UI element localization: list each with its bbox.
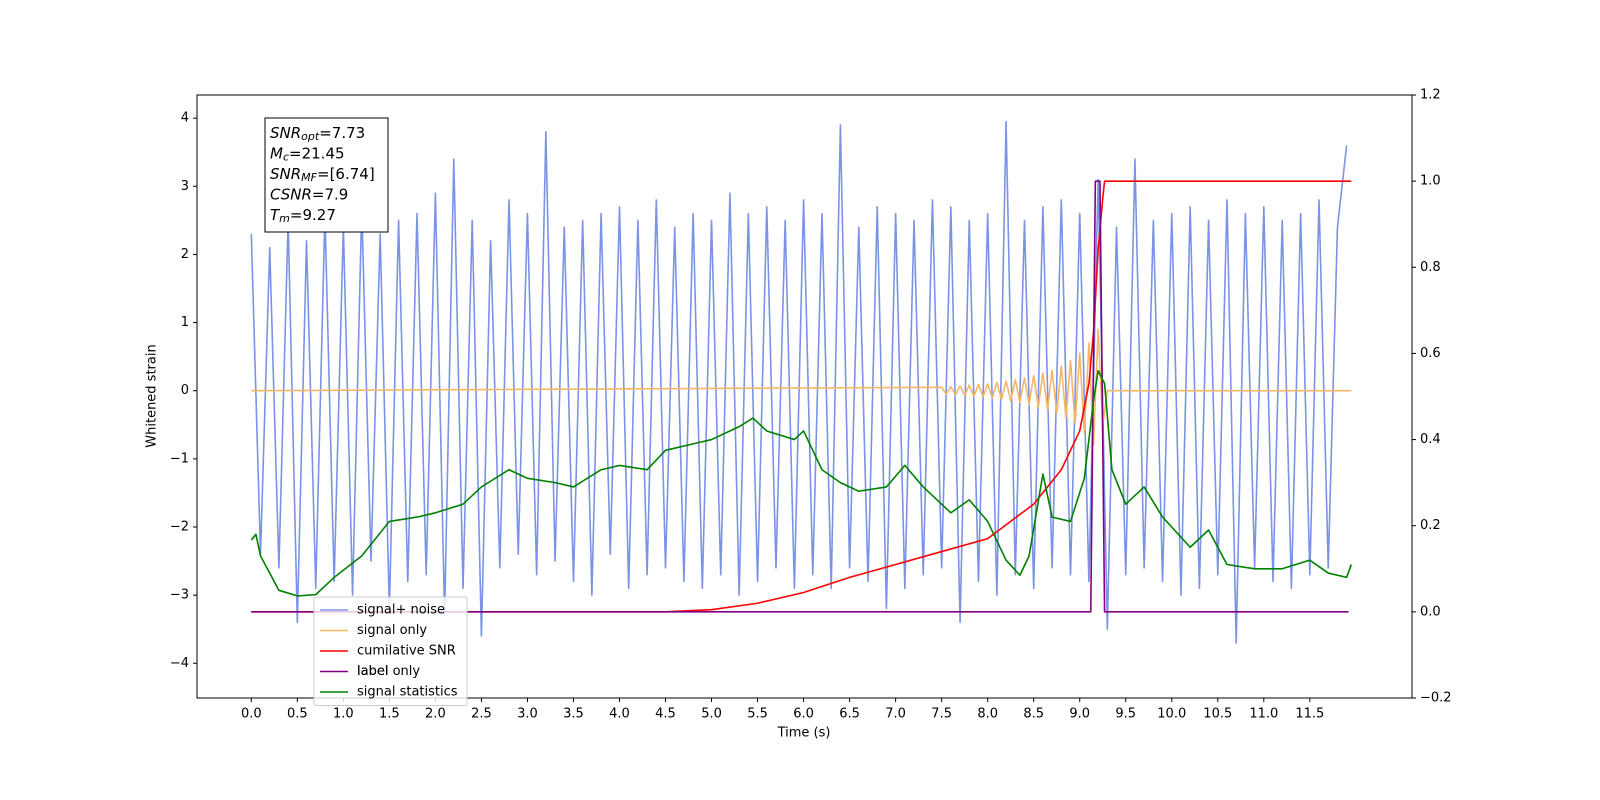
annotation-subscript: c [283,151,289,164]
series-line [251,180,1352,613]
x-tick-label: 4.5 [655,707,676,722]
x-tick-label: 6.0 [793,707,814,722]
annotation-value: =21.45 [289,144,345,162]
x-tick-label: 9.0 [1069,707,1090,722]
y-tick-label: −4 [170,656,189,671]
legend-label: signal only [357,623,427,638]
annotation-value: =7.73 [319,124,365,142]
legend-box [313,596,468,706]
x-tick-label: 10.0 [1157,707,1186,722]
y2-tick-label: 0.2 [1420,518,1441,533]
x-tick-label: 7.0 [885,707,906,722]
x-tick-label: 1.5 [379,707,400,722]
y-tick-label: −1 [170,451,189,466]
y2-tick-label: 1.0 [1420,174,1441,189]
y2-tick-label: −0.2 [1420,691,1452,706]
x-tick-label: 8.0 [977,707,998,722]
annotation-subscript: m [279,212,290,225]
x-tick-label: 8.5 [1023,707,1044,722]
annotation-value: =7.9 [312,185,348,203]
x-tick-label: 3.0 [517,707,538,722]
legend-label: signal+ noise [357,603,445,618]
legend-hidden-label: label only [357,664,420,679]
x-axis-label: Time (s) [777,726,831,741]
x-tick-label: 0.0 [241,707,262,722]
x-tick-label: 7.5 [931,707,952,722]
annotation-symbol: CSNR [270,185,312,203]
y2-tick-label: 0.0 [1420,604,1441,619]
x-tick-label: 0.5 [287,707,308,722]
y-tick-label: 4 [181,111,189,126]
y-axis-label: Whitened strain [145,344,160,447]
legend-label: label [357,664,388,679]
series-line [250,120,1348,644]
annotation: SNRopt=7.73 [270,124,365,144]
annotation-symbol: SNR [270,124,301,142]
x-tick-label: 1.0 [333,707,354,722]
y2-tick-label: 0.4 [1420,432,1441,447]
plot-area [250,120,1353,644]
x-tick-label: 4.0 [609,707,630,722]
series-line [251,180,1349,613]
annotation-symbol: M [270,144,283,162]
x-tick-label: 2.5 [471,707,492,722]
x-tick-label: 5.5 [747,707,768,722]
axes-frame [196,94,1413,699]
annotation-symbol: SNR [270,165,301,183]
y-tick-label: −2 [170,519,189,534]
x-tick-label: 5.0 [701,707,722,722]
series-line [250,369,1353,597]
annotation-subscript: MF [301,171,317,184]
annotation: CSNR=7.9 [270,185,348,203]
x-tick-label: 10.5 [1203,707,1232,722]
series-line [251,328,1352,447]
y-tick-label: 2 [181,247,189,262]
y-tick-label: 3 [181,179,189,194]
x-tick-label: 11.0 [1249,707,1278,722]
annotation-value: =9.27 [290,206,336,224]
legend-label: cumilative SNR [357,644,456,659]
y-tick-label: 1 [181,315,189,330]
y2-tick-label: 0.6 [1420,346,1441,361]
x-tick-label: 11.5 [1295,707,1324,722]
annotation: Mc=21.45 [270,144,345,164]
x-tick-label: 9.5 [1115,707,1136,722]
y2-tick-label: 1.2 [1420,88,1441,103]
annotation-symbol: T [270,206,281,224]
x-tick-label: 6.5 [839,707,860,722]
annotation-box [264,117,389,233]
x-tick-label: 3.5 [563,707,584,722]
legend-label: signal statistics [357,685,458,700]
annotation: Tm=9.27 [270,206,336,226]
y-tick-label: 0 [181,383,189,398]
annotation-subscript: opt [301,130,320,143]
annotation-value: =[6.74] [317,165,375,183]
annotation: SNRMF=[6.74] [270,165,375,185]
y-tick-label: −3 [170,588,189,603]
x-tick-label: 2.0 [425,707,446,722]
y2-tick-label: 0.8 [1420,260,1441,275]
